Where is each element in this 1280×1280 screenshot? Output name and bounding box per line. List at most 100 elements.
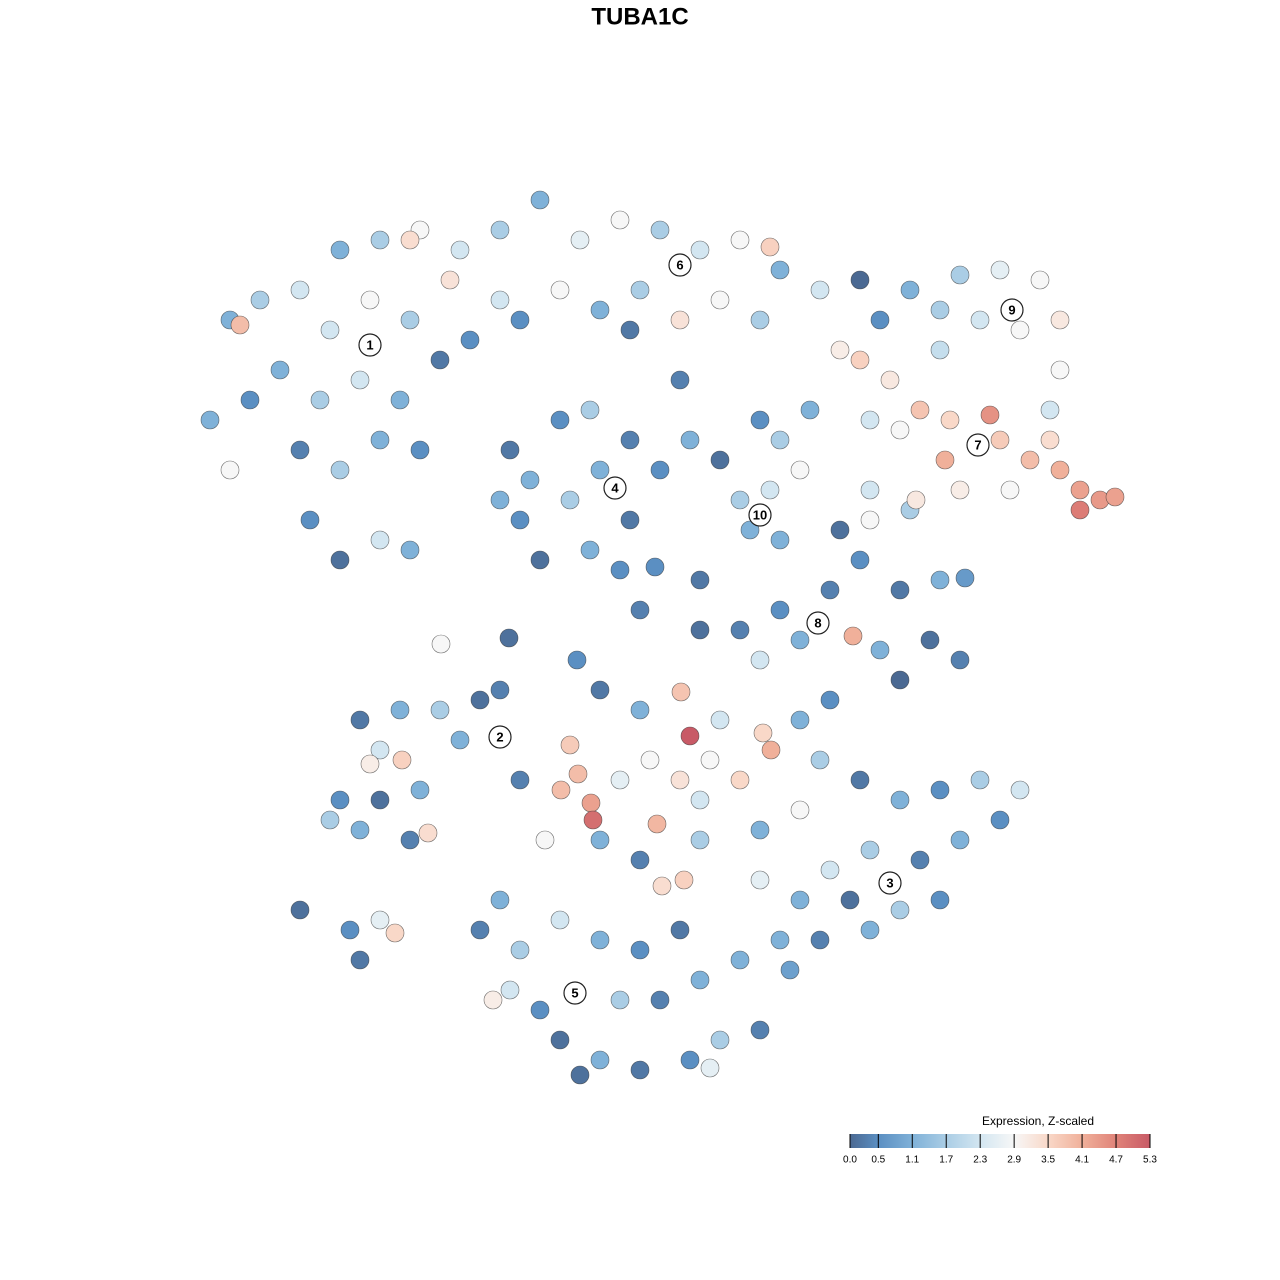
point [1040,400,1060,420]
point [790,890,810,910]
point [499,628,519,648]
point [510,310,530,330]
point [440,270,460,290]
point [330,550,350,570]
cluster-label: 2 [496,729,503,744]
point [710,710,730,730]
point [750,410,770,430]
point [860,920,880,940]
point [610,770,630,790]
point [850,350,870,370]
colorbar-tick-label: 1.1 [905,1155,919,1166]
cluster-badge [878,871,902,895]
point [418,823,438,843]
point [410,440,430,460]
point [950,650,970,670]
point [630,700,650,720]
point [568,764,588,784]
point [760,480,780,500]
point [810,280,830,300]
point [647,814,667,834]
point [483,990,503,1010]
point [770,430,790,450]
point [430,350,450,370]
point [880,370,900,390]
point [800,400,820,420]
point [906,490,926,510]
point [930,890,950,910]
point [690,570,710,590]
point [670,370,690,390]
point [400,540,420,560]
point [580,540,600,560]
point [970,310,990,330]
point [990,810,1010,830]
point [830,520,850,540]
point [1050,460,1070,480]
point [930,340,950,360]
point [490,890,510,910]
point [680,726,700,746]
cluster-badge [563,981,587,1005]
cluster-badge [966,433,990,457]
point [900,280,920,300]
point [390,700,410,720]
point [843,626,863,646]
point [935,450,955,470]
point [1020,450,1040,470]
colorbar-tick-label: 1.7 [939,1155,953,1166]
point [710,1030,730,1050]
point [950,830,970,850]
point [700,750,720,770]
point [1000,480,1020,500]
point [370,230,390,250]
point [761,740,781,760]
point [590,930,610,950]
colorbar-tick-label: 4.7 [1109,1155,1123,1166]
point [400,830,420,850]
point [930,300,950,320]
point [950,480,970,500]
point [330,790,350,810]
point [550,1030,570,1050]
point [530,550,550,570]
point [890,420,910,440]
point [650,220,670,240]
point [940,410,960,430]
point [830,340,850,360]
point [590,680,610,700]
cluster-label: 7 [974,437,981,452]
point [385,923,405,943]
point [550,910,570,930]
point [630,600,650,620]
point [700,1058,720,1078]
point [620,320,640,340]
point [860,410,880,430]
point [730,230,750,250]
point [850,770,870,790]
point [450,730,470,750]
cluster-badge [603,476,627,500]
point [680,430,700,450]
point [630,850,650,870]
point [680,1050,700,1070]
point [750,650,770,670]
point [710,450,730,470]
point [580,400,600,420]
point [550,410,570,430]
point [490,220,510,240]
point [860,840,880,860]
point [670,770,690,790]
point [770,930,790,950]
point [400,310,420,330]
point [1050,310,1070,330]
point [850,550,870,570]
point [1070,480,1090,500]
point [860,510,880,530]
point [790,630,810,650]
point [820,690,840,710]
point [392,750,412,770]
point [570,1065,590,1085]
point [360,754,380,774]
